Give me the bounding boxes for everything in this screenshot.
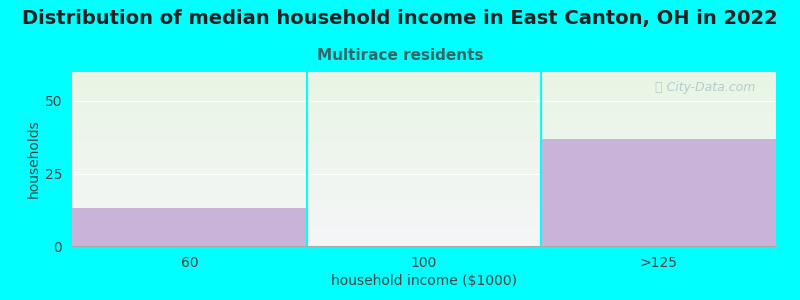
Text: ⓘ City-Data.com: ⓘ City-Data.com [654, 81, 755, 94]
Bar [72, 208, 306, 246]
Text: Multirace residents: Multirace residents [317, 48, 483, 63]
X-axis label: household income ($1000): household income ($1000) [331, 274, 517, 288]
Y-axis label: households: households [26, 120, 41, 198]
Text: Distribution of median household income in East Canton, OH in 2022: Distribution of median household income … [22, 9, 778, 28]
Bar [542, 139, 776, 246]
